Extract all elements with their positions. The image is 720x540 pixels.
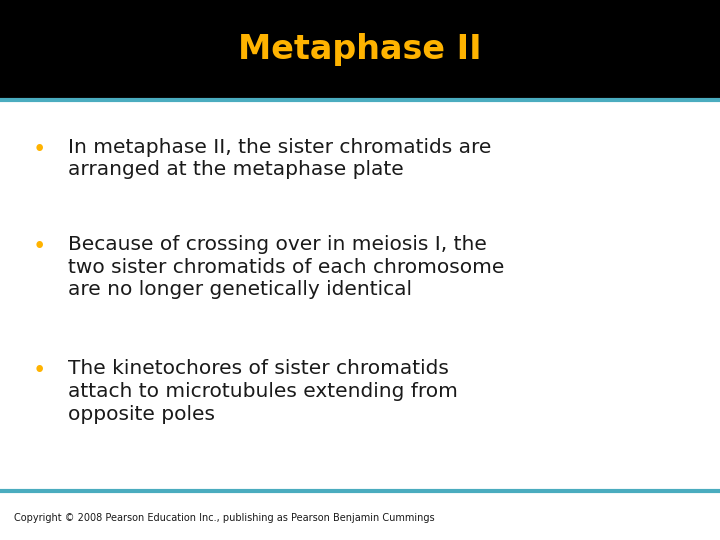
Text: Metaphase II: Metaphase II [238,33,482,66]
Text: Because of crossing over in meiosis I, the
two sister chromatids of each chromos: Because of crossing over in meiosis I, t… [68,235,505,299]
Bar [0,0,720,100]
Text: The kinetochores of sister chromatids
attach to microtubules extending from
oppo: The kinetochores of sister chromatids at… [68,359,458,423]
Text: In metaphase II, the sister chromatids are
arranged at the metaphase plate: In metaphase II, the sister chromatids a… [68,138,492,179]
Text: •: • [33,138,46,161]
Text: •: • [33,235,46,258]
Text: •: • [33,359,46,382]
Text: Copyright © 2008 Pearson Education Inc., publishing as Pearson Benjamin Cummings: Copyright © 2008 Pearson Education Inc.,… [14,514,435,523]
